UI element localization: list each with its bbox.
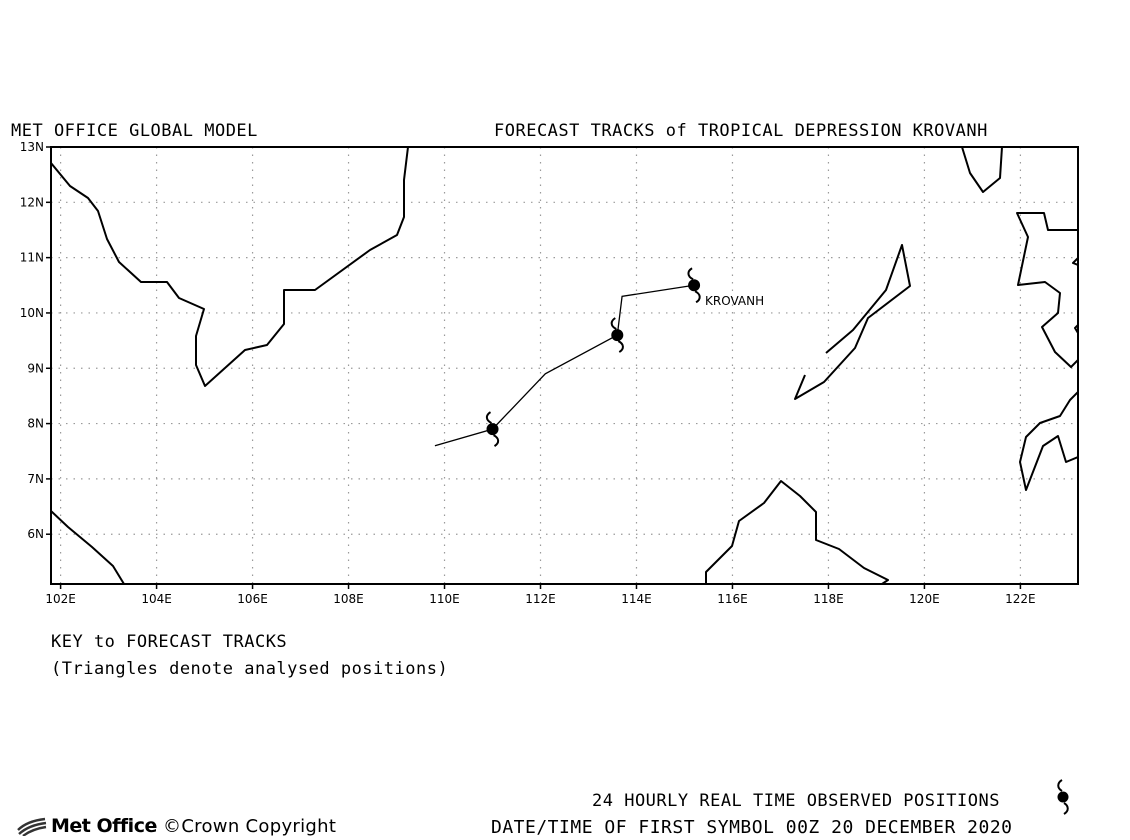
coastline-borneo bbox=[705, 480, 889, 584]
lat-tick-label: 7N bbox=[27, 472, 44, 486]
track-line bbox=[434, 284, 695, 447]
tropical-cyclone-icon bbox=[610, 317, 624, 353]
lon-tick-label: 114E bbox=[621, 592, 652, 606]
lat-tick-label: 11N bbox=[20, 251, 44, 265]
grid-lines bbox=[51, 147, 1078, 584]
tropical-cyclone-icon bbox=[687, 267, 701, 304]
lon-tick-label: 108E bbox=[333, 592, 364, 606]
coastlines bbox=[51, 147, 1078, 584]
lon-tick-label: 122E bbox=[1005, 592, 1036, 606]
map-frame bbox=[50, 146, 1079, 585]
observed-positions-label: 24 HOURLY REAL TIME OBSERVED POSITIONS bbox=[592, 791, 1000, 811]
brand-name: Met Office bbox=[51, 815, 157, 837]
lon-tick-label: 116E bbox=[717, 592, 748, 606]
met-office-logo: Met Office bbox=[17, 814, 157, 838]
coastline-malay-peninsula bbox=[51, 510, 125, 584]
lat-tick-label: 8N bbox=[27, 417, 44, 431]
coastline-mindoro bbox=[961, 147, 1003, 193]
lon-tick-label: 102E bbox=[45, 592, 76, 606]
axis-ticks: 102E 104E 106E 108E 110E 112E 114E 116E 118E 120E… bbox=[20, 140, 1036, 606]
lon-tick-label: 120E bbox=[909, 592, 940, 606]
model-name: MET OFFICE GLOBAL MODEL bbox=[11, 121, 258, 141]
coastline-negros bbox=[1072, 257, 1078, 266]
tropical-cyclone-icon bbox=[485, 411, 500, 447]
lat-tick-label: 6N bbox=[27, 527, 44, 541]
lon-tick-label: 112E bbox=[525, 592, 556, 606]
lon-tick-label: 118E bbox=[813, 592, 844, 606]
key-note: (Triangles denote analysed positions) bbox=[51, 659, 449, 679]
lat-tick-label: 12N bbox=[20, 195, 44, 209]
lat-tick-label: 9N bbox=[27, 361, 44, 375]
copyright-icon: © bbox=[163, 816, 182, 837]
map-title: FORECAST TRACKS of TROPICAL DEPRESSION K… bbox=[494, 121, 988, 141]
lat-tick-label: 13N bbox=[20, 140, 44, 154]
lon-tick-label: 104E bbox=[141, 592, 172, 606]
forecast-tracks bbox=[434, 267, 701, 447]
copyright: ©Crown Copyright bbox=[163, 816, 336, 837]
coastline-panay bbox=[1016, 212, 1078, 368]
coastline-mindanao bbox=[1019, 391, 1078, 491]
lon-tick-label: 110E bbox=[429, 592, 460, 606]
lat-tick-label: 10N bbox=[20, 306, 44, 320]
met-office-swirl-icon bbox=[17, 817, 47, 836]
coastline-vietnam bbox=[51, 147, 409, 387]
first-symbol-datetime: DATE/TIME OF FIRST SYMBOL 00Z 20 DECEMBE… bbox=[491, 817, 1013, 838]
storm-label: KROVANH bbox=[705, 294, 764, 308]
lon-tick-label: 106E bbox=[237, 592, 268, 606]
key-title: KEY to FORECAST TRACKS bbox=[51, 632, 288, 652]
copyright-text: Crown Copyright bbox=[181, 816, 337, 837]
coastline-palawan bbox=[794, 244, 911, 400]
legend-tropical-cyclone-icon bbox=[1057, 779, 1069, 815]
